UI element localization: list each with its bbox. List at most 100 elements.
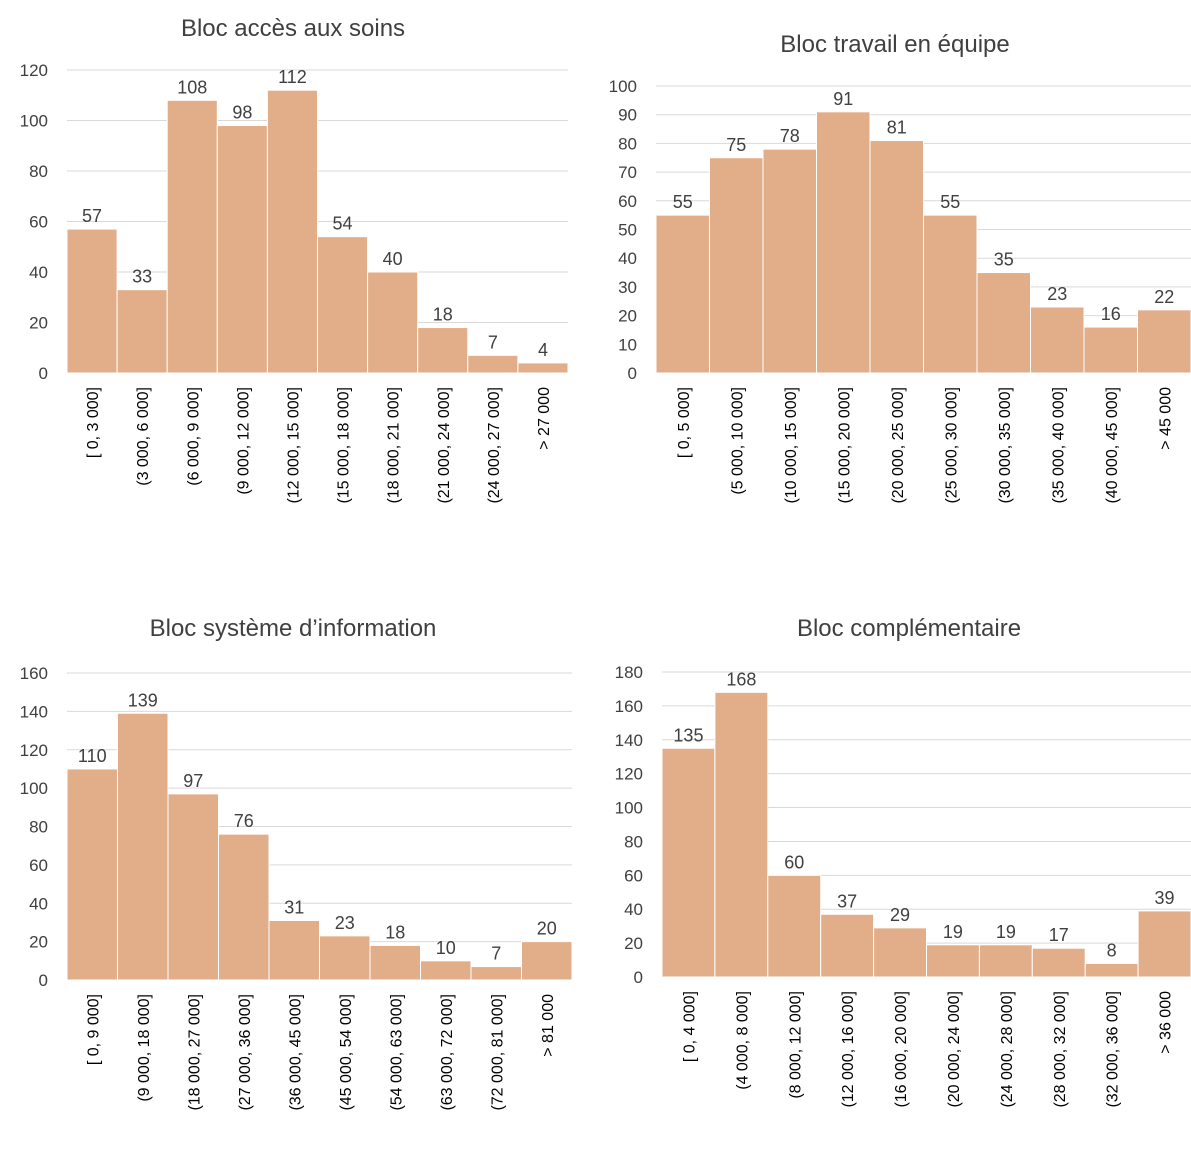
category-label: (30 000, 35 000]	[997, 387, 1014, 504]
y-tick-label: 160	[20, 664, 48, 683]
bar	[367, 271, 419, 374]
bar	[268, 920, 320, 981]
bar	[467, 354, 519, 374]
bar	[1031, 947, 1086, 978]
category-label: (20 000, 24 000]	[946, 991, 963, 1108]
category-label: (40 000, 45 000]	[1104, 387, 1121, 504]
y-tick-label: 80	[618, 134, 637, 153]
data-label: 18	[433, 305, 453, 325]
data-label: 17	[1049, 925, 1069, 945]
y-tick-label: 80	[29, 818, 48, 837]
category-label: > 27 000	[536, 387, 553, 450]
data-label: 55	[673, 192, 693, 212]
data-label: 54	[333, 214, 353, 234]
y-tick-label: 20	[29, 933, 48, 952]
y-tick-label: 160	[615, 697, 643, 716]
y-tick-label: 60	[618, 192, 637, 211]
y-tick-label: 0	[628, 364, 637, 383]
bar	[420, 960, 472, 981]
bar	[1083, 326, 1138, 374]
y-tick-label: 140	[20, 702, 48, 721]
category-label: (18 000, 21 000]	[386, 387, 403, 504]
category-label: (5 000, 10 000]	[729, 387, 746, 495]
bar	[266, 89, 318, 374]
category-label: (63 000, 72 000]	[439, 994, 456, 1111]
y-tick-label: 20	[618, 307, 637, 326]
chart-travail-en-equipe: Bloc travail en équipe 0 10 20 30 40 50 60 70 80…	[609, 31, 1191, 504]
data-label: 23	[1047, 284, 1067, 304]
data-label: 4	[538, 340, 548, 360]
chart-title: Bloc travail en équipe	[780, 31, 1009, 58]
data-label: 57	[82, 206, 102, 226]
bar	[317, 236, 369, 374]
y-tick-label: 140	[615, 731, 643, 750]
data-label: 39	[1155, 888, 1175, 908]
bar	[117, 712, 169, 981]
data-label: 91	[833, 89, 853, 109]
bar	[521, 941, 573, 981]
category-label: (24 000, 27 000]	[486, 387, 503, 504]
bar	[470, 966, 522, 981]
data-label: 16	[1101, 304, 1121, 324]
bar	[655, 214, 710, 374]
data-label: 135	[673, 725, 703, 745]
data-label: 18	[385, 922, 405, 942]
bar	[976, 272, 1031, 374]
data-label: 108	[177, 77, 207, 97]
chart-systeme-information: Bloc système d’information 0 20 40 60 80 100 1…	[20, 615, 573, 1111]
y-tick-label: 20	[624, 934, 643, 953]
bar	[417, 327, 469, 374]
y-tick-label: 40	[618, 249, 637, 268]
y-tick-label: 40	[29, 894, 48, 913]
bar	[873, 927, 927, 978]
bar	[1030, 306, 1085, 374]
bar	[517, 362, 569, 374]
bar	[166, 99, 218, 374]
bar	[1137, 309, 1191, 374]
data-label: 60	[784, 852, 804, 872]
bar	[1137, 910, 1191, 978]
y-tick-label: 60	[624, 866, 643, 885]
category-label: [ 0, 9 000]	[85, 994, 102, 1065]
y-tick-label: 120	[20, 741, 48, 760]
data-label: 75	[726, 135, 746, 155]
category-label: (16 000, 20 000]	[893, 991, 910, 1108]
data-label: 20	[537, 919, 557, 939]
y-tick-label: 20	[29, 314, 48, 333]
bar	[978, 944, 1033, 978]
bar	[319, 935, 371, 981]
data-label: 33	[132, 267, 152, 287]
y-tick-label: 100	[609, 77, 637, 96]
chart-title: Bloc système d’information	[150, 615, 437, 642]
category-label: > 36 000	[1158, 991, 1175, 1054]
chart-title: Bloc accès aux soins	[181, 15, 405, 42]
y-tick-label: 60	[29, 856, 48, 875]
y-tick-label: 30	[618, 278, 637, 297]
bar	[816, 111, 871, 374]
category-label: (27 000, 36 000]	[237, 994, 254, 1111]
data-label: 8	[1107, 940, 1117, 960]
category-label: (9 000, 12 000]	[235, 387, 252, 495]
y-tick-label: 50	[618, 221, 637, 240]
bar	[167, 793, 219, 981]
bar	[116, 289, 168, 374]
y-tick-label: 100	[20, 779, 48, 798]
category-label: [ 0, 3 000]	[85, 387, 102, 458]
bar	[767, 874, 822, 978]
category-label: (54 000, 63 000]	[388, 994, 405, 1111]
y-tick-label: 40	[624, 900, 643, 919]
data-label: 168	[726, 669, 756, 689]
data-label: 78	[780, 126, 800, 146]
chart-title: Bloc complémentaire	[797, 615, 1021, 642]
category-label: (36 000, 45 000]	[287, 994, 304, 1111]
bar	[714, 691, 769, 978]
bar	[661, 747, 716, 978]
data-label: 76	[234, 811, 254, 831]
chart-acces-aux-soins: Bloc accès aux soins 0 20 40 60 80 100 120 57 3…	[20, 15, 569, 504]
category-label: [ 0, 4 000]	[681, 991, 698, 1062]
y-tick-label: 0	[634, 968, 643, 987]
bar	[709, 157, 764, 374]
y-tick-label: 120	[615, 765, 643, 784]
category-label: (45 000, 54 000]	[338, 994, 355, 1111]
